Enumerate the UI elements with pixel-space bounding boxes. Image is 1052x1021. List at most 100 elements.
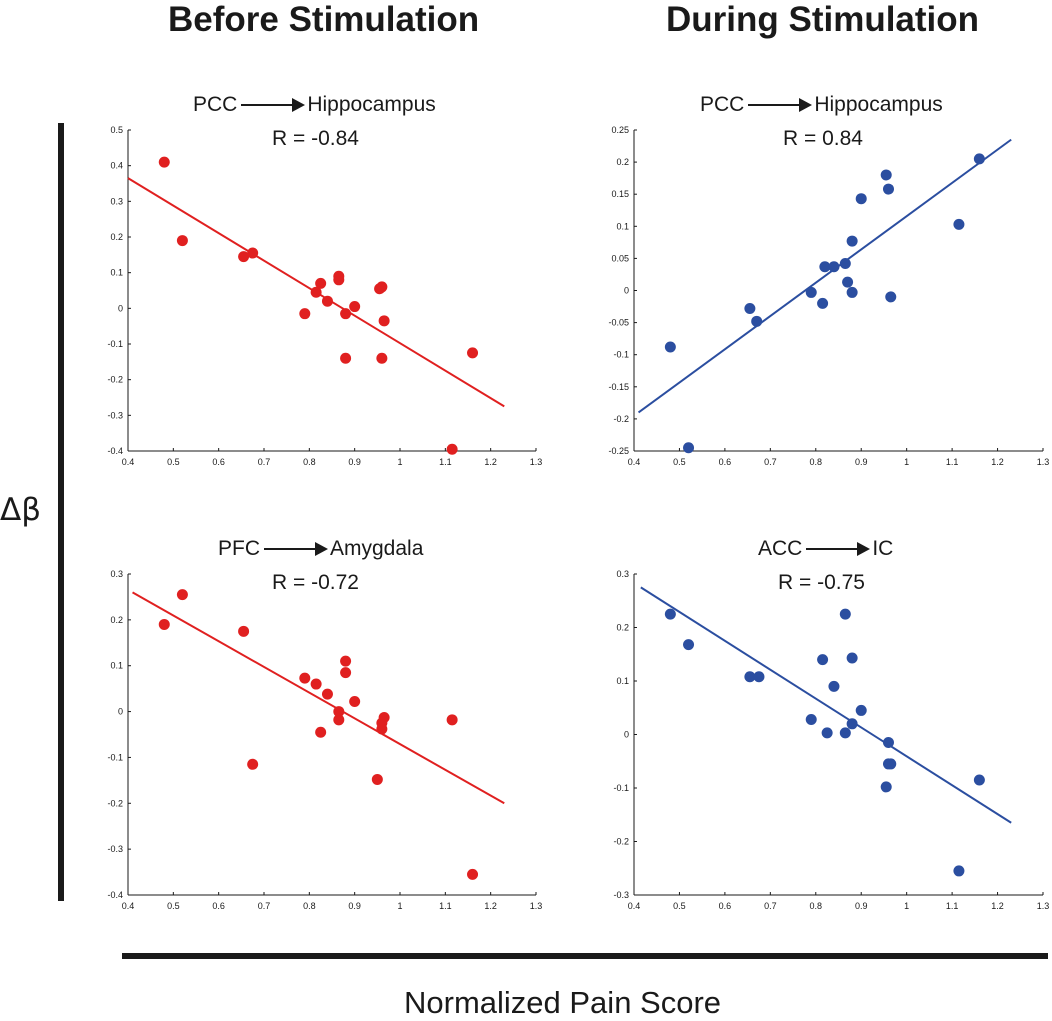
column-title-before: Before Stimulation — [168, 0, 480, 39]
y-axis-bar — [58, 123, 64, 901]
x-tick-label: 0.6 — [719, 457, 732, 467]
data-point — [842, 276, 854, 288]
y-tick-label: 0 — [624, 286, 629, 296]
x-tick-label: 1.3 — [1037, 457, 1050, 467]
x-axis-bar — [122, 953, 1048, 959]
scatter-plot-pcc-hippocampus-during: 0.25 0.2 0.15 0.1 0.05 0 -0.05 -0.1 -0.15 -0.2 -0.… — [608, 125, 1049, 467]
data-point — [817, 297, 829, 309]
data-point — [855, 193, 867, 205]
data-point — [839, 258, 851, 270]
data-point — [817, 654, 829, 666]
data-point — [744, 671, 756, 683]
y-tick-label: -0.2 — [613, 414, 629, 424]
y-tick-label: -0.1 — [107, 752, 123, 762]
y-tick-label: 0.4 — [110, 161, 123, 171]
y-tick-label: -0.2 — [613, 837, 629, 847]
data-point — [819, 261, 831, 273]
x-tick-label: 1.2 — [991, 457, 1004, 467]
data-point — [664, 608, 676, 620]
data-point — [751, 315, 763, 327]
data-point — [855, 704, 867, 716]
data-point — [882, 183, 894, 195]
data-point — [321, 688, 333, 700]
data-point — [828, 680, 840, 692]
scatter-plot-acc-ic-during: 0.3 0.2 0.1 0 -0.1 -0.2 -0.30.4 0.5 0.6 0.7 0.8 0.9… — [613, 569, 1049, 911]
x-tick-label: 0.7 — [764, 901, 777, 911]
x-tick-label: 0.5 — [167, 901, 180, 911]
data-point — [310, 286, 322, 298]
data-point — [378, 315, 390, 327]
data-point — [683, 639, 695, 651]
y-tick-label: 0.2 — [616, 157, 629, 167]
y-tick-label: 0.2 — [110, 615, 123, 625]
y-tick-label: 0.2 — [110, 232, 123, 242]
x-tick-label: 0.6 — [212, 457, 225, 467]
x-tick-label: 0.4 — [122, 901, 135, 911]
data-point — [333, 270, 345, 282]
y-tick-label: 0 — [118, 303, 123, 313]
data-point — [299, 308, 311, 320]
data-point — [885, 291, 897, 303]
data-point — [821, 727, 833, 739]
source-region: PCC — [193, 93, 238, 116]
y-tick-label: -0.1 — [107, 339, 123, 349]
data-point — [371, 773, 383, 785]
data-point — [349, 301, 361, 313]
data-point — [846, 235, 858, 247]
x-tick-label: 0.9 — [855, 457, 868, 467]
y-tick-label: -0.1 — [613, 783, 629, 793]
data-point — [664, 341, 676, 353]
panel-3-r-value: R = -0.72 — [272, 571, 359, 594]
data-point — [467, 868, 479, 880]
data-point — [839, 608, 851, 620]
data-point — [446, 714, 458, 726]
x-tick-label: 0.9 — [855, 901, 868, 911]
data-point — [882, 737, 894, 749]
panel-1-r-value: R = -0.84 — [272, 127, 359, 150]
x-tick-label: 1.1 — [439, 901, 452, 911]
panel-1-connection-label: PCC Hippocampus — [193, 93, 436, 117]
data-point — [753, 671, 765, 683]
target-region: Hippocampus — [307, 93, 436, 116]
data-point — [885, 758, 897, 770]
x-tick-label: 0.4 — [628, 901, 641, 911]
data-point — [467, 347, 479, 359]
x-tick-label: 1 — [904, 901, 909, 911]
regression-line — [132, 591, 505, 805]
data-point — [310, 678, 322, 690]
panel-4-connection-label: ACC IC — [758, 537, 893, 561]
data-point — [158, 618, 170, 630]
data-point — [333, 714, 345, 726]
y-tick-label: -0.25 — [608, 446, 629, 456]
data-point — [846, 652, 858, 664]
y-tick-label: 0.5 — [110, 125, 123, 135]
x-tick-label: 0.4 — [122, 457, 135, 467]
x-tick-label: 0.8 — [810, 457, 823, 467]
y-tick-label: 0.1 — [110, 661, 123, 671]
y-tick-label: 0.3 — [616, 569, 629, 579]
data-point — [238, 625, 250, 637]
x-tick-label: 0.5 — [673, 457, 686, 467]
data-point — [805, 714, 817, 726]
data-point — [299, 672, 311, 684]
data-point — [176, 589, 188, 601]
x-tick-label: 0.4 — [628, 457, 641, 467]
x-tick-label: 0.5 — [167, 457, 180, 467]
y-axis-label: Δβ — [0, 492, 41, 528]
x-tick-label: 1.3 — [1037, 901, 1050, 911]
x-tick-label: 1 — [397, 457, 402, 467]
regression-line — [637, 138, 1012, 414]
y-tick-label: -0.2 — [107, 798, 123, 808]
y-tick-label: -0.05 — [608, 318, 629, 328]
arrow-right-icon — [262, 542, 328, 557]
x-tick-label: 1.3 — [530, 901, 543, 911]
data-point — [158, 156, 170, 168]
scatter-plot-pfc-amygdala-before: 0.3 0.2 0.1 0 -0.1 -0.2 -0.3 -0.40.4 0.5 0.6 0.7 0.… — [107, 569, 542, 911]
data-point — [880, 781, 892, 793]
x-tick-label: 0.8 — [810, 901, 823, 911]
data-point — [333, 706, 345, 718]
y-tick-label: 0 — [624, 730, 629, 740]
x-tick-label: 0.9 — [348, 901, 361, 911]
x-tick-label: 1.1 — [439, 457, 452, 467]
x-tick-label: 0.8 — [303, 901, 316, 911]
